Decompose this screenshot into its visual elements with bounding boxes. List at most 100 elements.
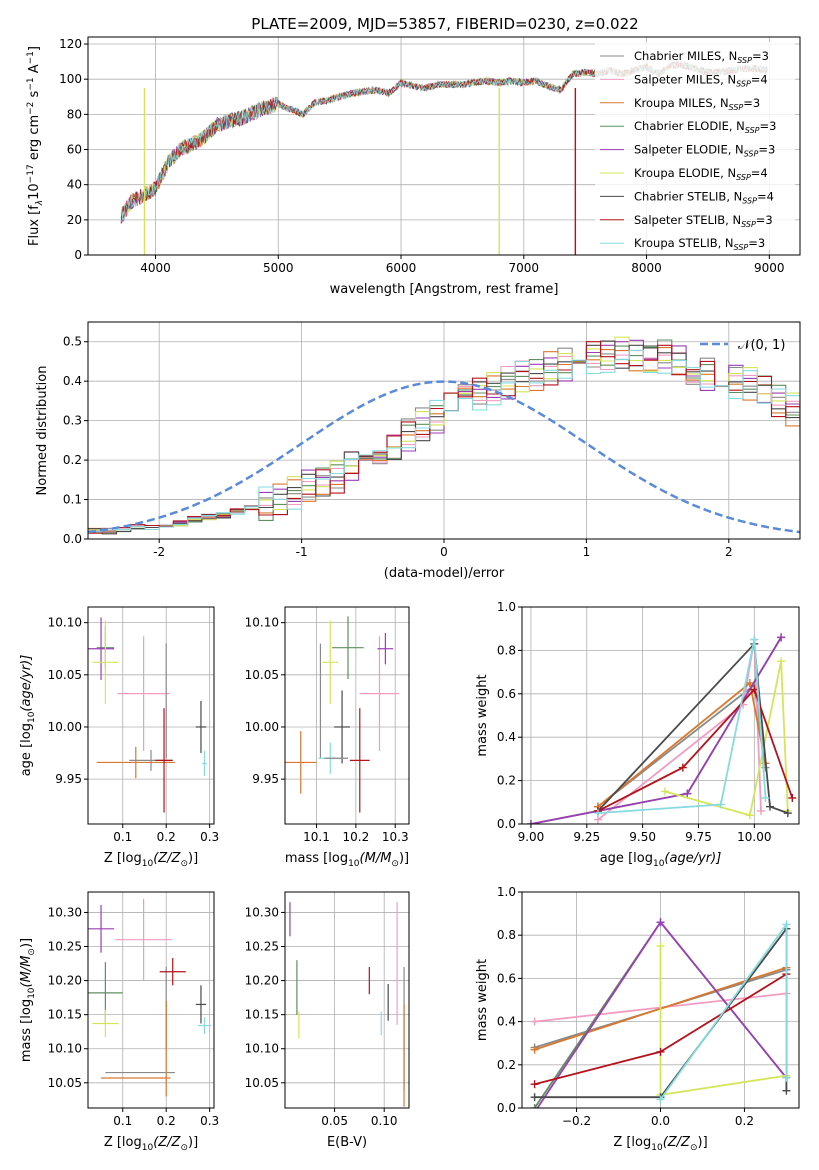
y-axis-label: Normed distribution (35, 366, 50, 496)
weight-marker (660, 787, 669, 796)
y-axis-label: Flux [fλ10−17 erg cm−2 s−1 A−1] (26, 46, 45, 246)
error-bar-point (332, 616, 364, 679)
x-label-tail: (M/M (360, 851, 392, 866)
age-vs-z-frame (87, 606, 215, 825)
error-bar-point (285, 731, 317, 794)
x-label-main: wavelength [Angstrom, rest frame] (330, 282, 559, 297)
x-tick-label: 9.00 (518, 830, 545, 844)
ylabel-part: −1 (26, 51, 36, 64)
weight-line-chabrier-elodie (530, 636, 782, 824)
x-label-main: mass [log (285, 851, 348, 866)
weight-line-salpeter-stelib (597, 687, 794, 812)
hist-step-salpeter-stelib (88, 341, 800, 534)
weight-vs-age-frame (521, 606, 800, 825)
legend-entry: Salpeter STELIB, NSSP=3 (634, 213, 773, 229)
y-tick-label: 0.2 (497, 1058, 516, 1072)
error-bar-point (334, 690, 350, 764)
legend-nssp: =3 (752, 49, 769, 63)
y-tick-label: 10.25 (245, 940, 279, 954)
weight-line-chabrier-miles (597, 683, 767, 808)
weight-marker (683, 789, 692, 798)
figure-title: PLATE=2009, MJD=53857, FIBERID=0230, z=0… (251, 15, 638, 33)
legend-entry: Chabrier MILES, NSSP=3 (634, 49, 769, 65)
legend-label: Kroupa STELIB, N (634, 236, 734, 250)
x-tick-label: -1 (296, 545, 308, 559)
y-tick-label: 60 (67, 143, 82, 157)
hist-step-kroupa-elodie (88, 336, 800, 534)
y-tick-label: 10.20 (48, 974, 82, 988)
ylabel-part: −2 (26, 102, 36, 115)
x-tick-label: 1 (583, 545, 591, 559)
x-label-main: age [log (600, 851, 653, 866)
y-tick-label: 10.10 (245, 1042, 279, 1056)
x-label-main: Z [log (613, 1135, 651, 1150)
x-tick-label: 0.3 (200, 830, 219, 844)
x-label-tail: (Z/Z (153, 1135, 181, 1150)
x-label-main: (data-model)/error (384, 566, 505, 581)
legend-sub: SSP (737, 56, 752, 65)
weight-line-kroupa-stelib (597, 639, 767, 814)
x-tick-label: 7000 (509, 261, 540, 275)
error-bar-point (195, 700, 207, 754)
age-vs-mass-frame (284, 606, 410, 825)
legend-sub: SSP (734, 243, 749, 252)
legend-label: Kroupa ELODIE, N (634, 166, 736, 180)
legend-label: Salpeter MILES, N (634, 72, 736, 86)
y-label-main: mass weight (475, 959, 490, 1041)
x-tick-label: 0 (440, 545, 448, 559)
y-tick-label: 40 (67, 178, 82, 192)
weight-marker (782, 920, 791, 929)
error-bar-point (202, 750, 207, 777)
weight-marker (530, 1045, 539, 1054)
y-label-tail: (age/yr)] (19, 655, 34, 712)
legend-sub: SSP (745, 126, 760, 135)
weight-marker (783, 809, 792, 818)
error-bar-point (115, 898, 172, 981)
y-label-main: mass [log (19, 999, 34, 1062)
error-bar-point (197, 1017, 211, 1034)
x-label-end: )] (399, 851, 409, 866)
y-label-end: )] (19, 938, 34, 948)
y-tick-label: 0.0 (497, 817, 516, 831)
age-vs-z-grid (88, 607, 214, 824)
legend-nssp: =3 (760, 119, 777, 133)
x-tick-label: 6000 (386, 261, 417, 275)
weight-marker (530, 1080, 539, 1089)
y-tick-label: 0.5 (63, 335, 82, 349)
weight-marker (782, 1086, 791, 1095)
y-tick-label: 10.15 (48, 1008, 82, 1022)
x-tick-label: -2 (153, 545, 165, 559)
y-tick-label: 10.25 (48, 940, 82, 954)
legend-label: Kroupa MILES, N (634, 96, 729, 110)
x-tick-label: 0.2 (157, 830, 176, 844)
x-label-sun: ⊙ (180, 1143, 188, 1153)
legend-background (595, 42, 795, 250)
y-tick-label: 0 (74, 248, 82, 262)
legend-nssp: =3 (748, 236, 765, 250)
mass-vs-z-plot (88, 898, 211, 1097)
x-tick-label: 10.1 (303, 830, 330, 844)
y-axis-label: age [log10(age/yr)] (19, 655, 37, 777)
x-label-sun: ⊙ (391, 859, 399, 869)
y-label-sun: ⊙ (27, 948, 37, 956)
x-tick-label: 9000 (754, 261, 785, 275)
legend-sub: SSP (742, 196, 757, 205)
x-tick-label: 9.25 (573, 830, 600, 844)
y-tick-label: 10.30 (48, 905, 82, 919)
x-tick-label: 0.1 (113, 1114, 132, 1128)
error-bar-point (88, 904, 115, 953)
y-tick-label: 0.4 (63, 374, 82, 388)
age-vs-mass-axes: 10.1 10.2 10.3 9.95 10.00 10.05 10.10 mass [log… (245, 606, 410, 869)
legend-entry: Kroupa ELODIE, NSSP=4 (634, 166, 768, 182)
weight-line-chabrier-stelib (597, 641, 789, 814)
y-label-tail: (M/M (19, 956, 34, 988)
weight-marker (678, 763, 687, 772)
error-bar-point (117, 636, 170, 751)
y-tick-label: 0.2 (63, 453, 82, 467)
weight-marker (761, 793, 770, 802)
legend-entry: Kroupa STELIB, NSSP=3 (634, 236, 765, 252)
x-label-sun: ⊙ (690, 1143, 698, 1153)
mass-vs-z-frame (87, 891, 215, 1109)
legend-nssp: =4 (751, 166, 768, 180)
